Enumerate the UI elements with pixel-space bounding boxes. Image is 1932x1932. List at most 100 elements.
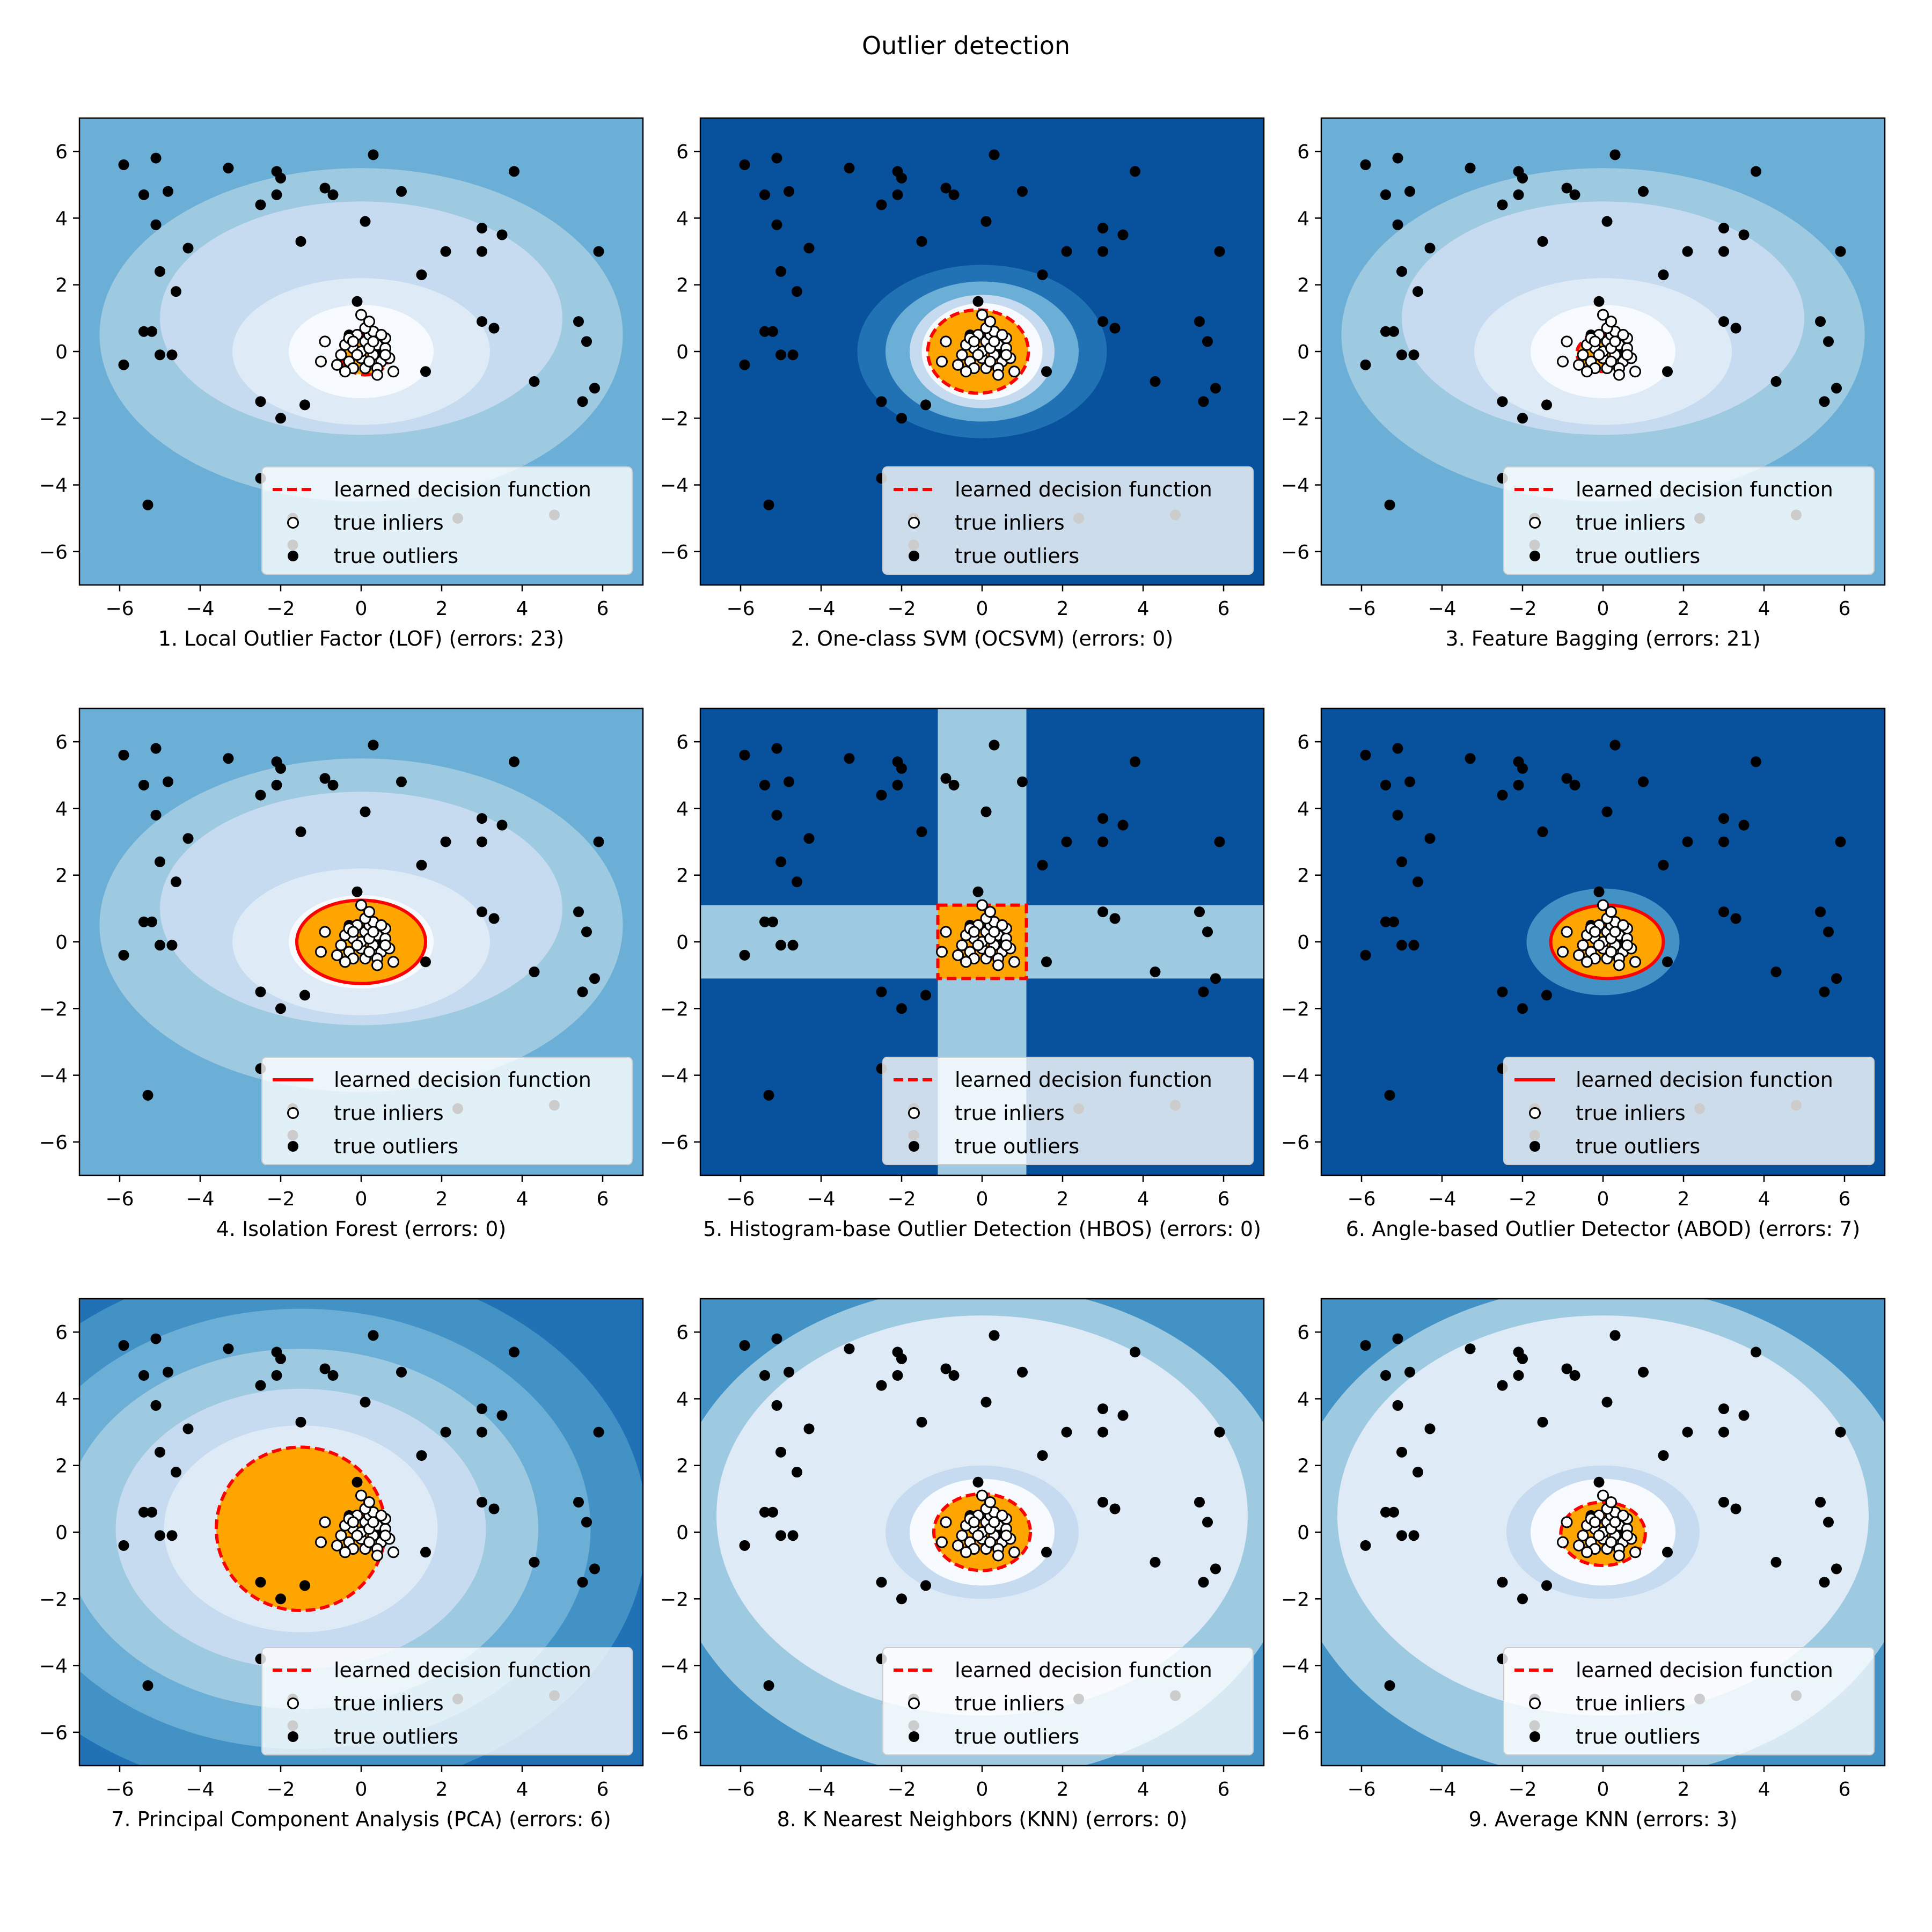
outlier-point <box>1537 236 1548 247</box>
outlier-point <box>787 349 799 361</box>
y-tick-label: −2 <box>660 998 689 1020</box>
outlier-point <box>147 1506 157 1518</box>
y-tick-label: −2 <box>660 408 689 430</box>
y-tick-label: 4 <box>676 1388 689 1410</box>
outlier-point <box>876 1577 887 1588</box>
outlier-point <box>876 986 887 998</box>
outlier-point <box>182 833 194 844</box>
outlier-point <box>577 986 588 998</box>
outlier-point <box>775 856 786 867</box>
outlier-point <box>352 1476 363 1488</box>
outlier-point <box>1718 1403 1729 1415</box>
outlier-point <box>319 182 331 194</box>
outlier-point <box>920 1580 931 1591</box>
outlier-point <box>477 246 487 257</box>
inlier-point <box>379 939 391 952</box>
outlier-point <box>1041 366 1052 377</box>
outlier-point <box>1541 1580 1552 1591</box>
outlier-point <box>1823 336 1834 347</box>
outlier-point <box>416 269 427 281</box>
y-tick-label: −6 <box>39 1722 68 1744</box>
y-tick-label: 0 <box>676 341 689 363</box>
outlier-point <box>876 789 887 801</box>
outlier-point <box>1601 1396 1613 1408</box>
legend-inlier-swatch <box>287 517 299 529</box>
inlier-point <box>387 1546 399 1558</box>
outlier-point <box>1198 986 1209 998</box>
inlier-point <box>992 369 1004 381</box>
outlier-point <box>327 1370 339 1381</box>
x-tick-label: −6 <box>726 1188 755 1210</box>
outlier-point <box>352 296 363 307</box>
outlier-point <box>980 216 992 227</box>
y-tick-label: 2 <box>1297 1455 1309 1477</box>
outlier-point <box>1408 349 1419 361</box>
outlier-point <box>920 990 931 1001</box>
inlier-point <box>984 1536 996 1548</box>
inlier-point <box>339 365 351 378</box>
outlier-point <box>138 916 149 927</box>
outlier-point <box>1202 926 1213 938</box>
inlier-point <box>1561 1516 1573 1528</box>
outlier-point <box>1130 756 1140 767</box>
outlier-point <box>1835 1426 1846 1438</box>
outlier-point <box>1815 906 1826 918</box>
outlier-point <box>118 1340 129 1351</box>
outlier-point <box>972 1476 984 1488</box>
outlier-point <box>477 316 487 327</box>
x-tick-label: 0 <box>976 598 989 620</box>
subplot-caption: 8. K Nearest Neighbors (KNN) (errors: 0) <box>777 1807 1188 1831</box>
outlier-point <box>396 186 407 197</box>
inlier-point <box>988 926 1000 938</box>
outlier-point <box>368 740 379 751</box>
legend-label: true outliers <box>334 1135 458 1158</box>
outlier-point <box>496 1410 508 1421</box>
x-tick-label: −6 <box>105 1779 134 1801</box>
x-tick-label: −4 <box>186 598 214 620</box>
outlier-point <box>166 349 178 361</box>
subplot-plot-6: −6 −4 −2 0 2 4 6 −6 −4 −2 0 2 4 6 learned decision fun… <box>1281 707 1886 1210</box>
outlier-point <box>784 186 794 197</box>
x-tick-label: −2 <box>887 1779 916 1801</box>
y-tick-label: 4 <box>55 208 68 230</box>
legend-label: true outliers <box>334 1725 458 1748</box>
outlier-point <box>1465 753 1476 764</box>
subplot-plot-3: −6 −4 −2 0 2 4 6 −6 −4 −2 0 2 4 6 learned decision fun… <box>1281 117 1886 620</box>
outlier-point <box>759 1370 770 1381</box>
outlier-point <box>255 396 266 407</box>
outlier-point <box>368 149 379 160</box>
legend-inlier-swatch <box>287 1107 299 1119</box>
outlier-point <box>1360 1540 1371 1551</box>
legend-label: true inliers <box>334 1692 444 1715</box>
outlier-point <box>771 1333 782 1344</box>
outlier-point <box>876 396 887 407</box>
y-tick-label: −4 <box>660 1065 689 1087</box>
y-tick-label: 4 <box>676 208 689 230</box>
outlier-point <box>1517 763 1528 774</box>
x-tick-label: 0 <box>1597 1779 1609 1801</box>
outlier-point <box>477 1426 487 1438</box>
outlier-point <box>593 246 604 257</box>
outlier-point <box>1198 396 1209 407</box>
outlier-point <box>1662 956 1673 968</box>
subplot-7: −6 −4 −2 0 2 4 6 −6 −4 −2 0 2 4 6 learned decision fun… <box>39 1298 644 1831</box>
x-tick-label: −6 <box>105 598 134 620</box>
outlier-point <box>1380 189 1391 200</box>
legend: learned decision function true inliers tru… <box>1503 466 1875 575</box>
inlier-point <box>960 365 972 378</box>
outlier-point <box>275 1353 286 1364</box>
outlier-point <box>1770 1556 1782 1568</box>
y-tick-label: 2 <box>55 1455 68 1477</box>
outlier-point <box>223 753 234 764</box>
outlier-point <box>581 926 592 938</box>
x-tick-label: −6 <box>1347 1779 1375 1801</box>
outlier-point <box>1109 323 1121 334</box>
inlier-point <box>988 335 1000 348</box>
outlier-point <box>1017 776 1028 787</box>
outlier-point <box>803 243 815 254</box>
x-tick-label: 6 <box>597 1188 609 1210</box>
outlier-point <box>166 940 178 951</box>
outlier-point <box>1718 906 1729 918</box>
legend-outlier-swatch <box>909 551 919 561</box>
outlier-point <box>948 779 960 791</box>
